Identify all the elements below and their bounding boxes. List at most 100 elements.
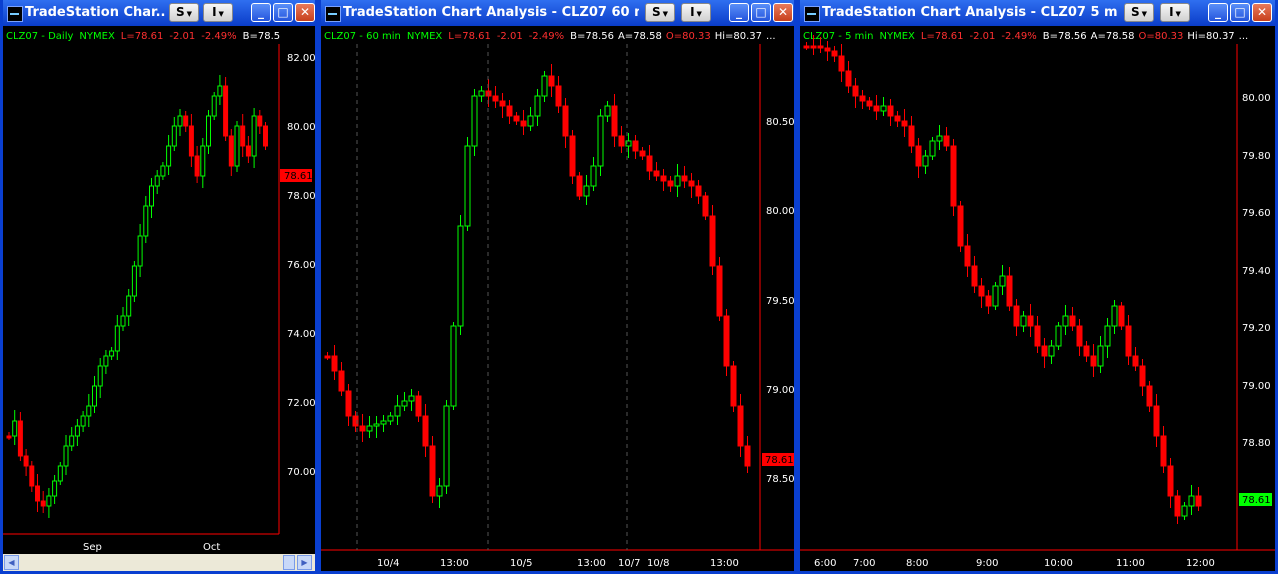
maximize-button[interactable]: □ bbox=[751, 3, 771, 22]
minimize-button[interactable]: _ bbox=[1208, 3, 1228, 22]
candle-body bbox=[803, 45, 810, 49]
maximize-button[interactable]: □ bbox=[273, 3, 293, 22]
candle-body bbox=[415, 395, 422, 417]
minimize-button[interactable]: _ bbox=[251, 3, 271, 22]
candle-body bbox=[1167, 465, 1174, 497]
daily-chart-svg[interactable]: CLZ07 - Daily NYMEX L=78.61 -2.01 -2.49% B=78… bbox=[3, 26, 315, 574]
candle-body bbox=[894, 115, 901, 122]
candle-body bbox=[1027, 315, 1034, 327]
candle-body bbox=[401, 400, 408, 407]
style-dropdown-button[interactable]: S ▼ bbox=[169, 3, 199, 22]
candle-body bbox=[206, 115, 211, 147]
candle-body bbox=[422, 415, 429, 447]
chart-area[interactable]: CLZ07 - 5 min NYMEX L=78.61 -2.01 -2.49% B=78… bbox=[800, 26, 1275, 571]
window-titlebar[interactable]: TradeStation Chart Analysis - CLZ07 60 m… bbox=[321, 0, 794, 26]
candle-body bbox=[1111, 305, 1118, 327]
candle-body bbox=[513, 115, 520, 122]
candle-body bbox=[569, 135, 576, 177]
candle-body bbox=[74, 425, 80, 437]
chart-area[interactable]: CLZ07 - Daily NYMEX L=78.61 -2.01 -2.49% B=78… bbox=[3, 26, 315, 571]
candle-body bbox=[1188, 495, 1195, 507]
close-button[interactable]: ✕ bbox=[295, 3, 315, 22]
candle-body bbox=[183, 115, 189, 127]
indicator-dropdown-button[interactable]: I ▼ bbox=[203, 3, 233, 22]
candle-body bbox=[109, 350, 115, 357]
header-symbol: CLZ07 - 5 min NYMEX L=78.61 -2.01 -2.49% B=78… bbox=[803, 31, 1248, 42]
candle-body bbox=[1132, 355, 1139, 367]
candle-body bbox=[674, 175, 681, 187]
candle-body bbox=[114, 325, 120, 352]
candle-body bbox=[57, 465, 63, 482]
candle-body bbox=[17, 420, 23, 457]
maximize-button[interactable]: □ bbox=[1230, 3, 1250, 22]
y-tick: 80.50 bbox=[766, 117, 794, 128]
60min-chart-svg[interactable]: CLZ07 - 60 min NYMEX L=78.61 -2.01 -2.49% B=7… bbox=[321, 26, 794, 574]
x-tick: 10/4 bbox=[377, 558, 399, 569]
candle-body bbox=[1174, 495, 1181, 517]
candle-body bbox=[845, 70, 852, 87]
candle-body bbox=[660, 175, 667, 182]
header-symbol: CLZ07 - Daily NYMEX L=78.61 -2.01 -2.49% B=78… bbox=[6, 31, 280, 42]
horizontal-scrollbar[interactable]: ◀ ▶ bbox=[3, 554, 315, 571]
y-tick: 79.00 bbox=[766, 385, 794, 396]
candle-body bbox=[541, 75, 548, 97]
candle-body bbox=[86, 405, 92, 417]
candle-body bbox=[194, 155, 200, 177]
candle-body bbox=[457, 225, 464, 327]
candle-body bbox=[171, 125, 177, 147]
tradestation-icon bbox=[7, 6, 23, 22]
chart-area[interactable]: CLZ07 - 60 min NYMEX L=78.61 -2.01 -2.49% B=7… bbox=[321, 26, 794, 571]
x-tick: 10:00 bbox=[1044, 558, 1073, 569]
candle-body bbox=[817, 45, 824, 49]
close-button[interactable]: ✕ bbox=[773, 3, 793, 22]
candle-body bbox=[429, 445, 436, 497]
candle-body bbox=[590, 165, 597, 187]
candle-body bbox=[154, 175, 160, 187]
candle-body bbox=[611, 105, 618, 137]
candle-body bbox=[478, 90, 485, 97]
x-tick: Sep bbox=[83, 542, 102, 553]
candle-body bbox=[646, 155, 653, 172]
candle-body bbox=[964, 245, 971, 267]
candle-body bbox=[709, 215, 716, 267]
candle-body bbox=[251, 115, 257, 157]
window-titlebar[interactable]: TradeStation Char... S ▼ I ▼ _ □ ✕ bbox=[3, 0, 315, 26]
candle-body bbox=[373, 423, 380, 427]
candle-body bbox=[387, 415, 394, 422]
candle-body bbox=[1153, 405, 1160, 437]
candle-body bbox=[450, 325, 457, 407]
y-tick: 78.00 bbox=[287, 191, 315, 202]
candle-body bbox=[40, 500, 46, 507]
5min-chart-svg[interactable]: CLZ07 - 5 min NYMEX L=78.61 -2.01 -2.49% B=78… bbox=[800, 26, 1275, 574]
candle-body bbox=[824, 47, 831, 52]
candle-body bbox=[1083, 345, 1090, 357]
candle-body bbox=[548, 75, 555, 87]
candle-body bbox=[160, 165, 166, 177]
candle-body bbox=[228, 135, 234, 167]
candle-body bbox=[695, 185, 702, 197]
indicator-dropdown-button[interactable]: I ▼ bbox=[1160, 3, 1190, 22]
minimize-button[interactable]: _ bbox=[729, 3, 749, 22]
candle-body bbox=[223, 85, 229, 137]
candle-body bbox=[810, 45, 817, 49]
scroll-left-button[interactable]: ◀ bbox=[4, 555, 19, 570]
candle-body bbox=[177, 115, 183, 127]
scroll-thumb[interactable] bbox=[283, 555, 295, 570]
y-tick: 76.00 bbox=[287, 260, 315, 271]
candle-body bbox=[859, 95, 866, 102]
style-dropdown-button[interactable]: S ▼ bbox=[1124, 3, 1154, 22]
style-dropdown-button[interactable]: S ▼ bbox=[645, 3, 675, 22]
candle-body bbox=[29, 465, 35, 487]
candle-body bbox=[618, 135, 625, 147]
candle-body bbox=[1062, 315, 1069, 327]
window-titlebar[interactable]: TradeStation Chart Analysis - CLZ07 5 mi… bbox=[800, 0, 1275, 26]
candle-body bbox=[971, 265, 978, 287]
close-button[interactable]: ✕ bbox=[1252, 3, 1272, 22]
candle-body bbox=[1104, 325, 1111, 347]
scroll-right-button[interactable]: ▶ bbox=[297, 555, 312, 570]
candle-body bbox=[1195, 495, 1202, 507]
indicator-dropdown-button[interactable]: I ▼ bbox=[681, 3, 711, 22]
candle-body bbox=[63, 445, 69, 467]
y-tick: 80.00 bbox=[766, 206, 794, 217]
candle-body bbox=[126, 295, 132, 317]
